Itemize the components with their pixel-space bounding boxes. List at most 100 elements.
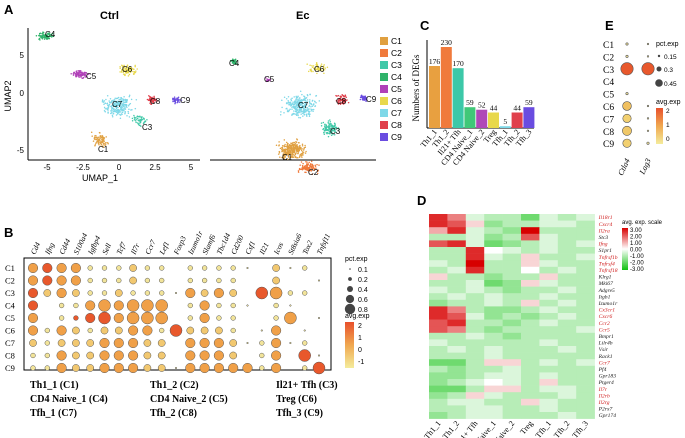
heatmap-cell: [465, 253, 485, 261]
umap-cell-point: [297, 114, 299, 116]
umap-cell-point: [340, 96, 343, 98]
dotplot-b-dot: [30, 365, 36, 371]
dotplot-b-dot: [143, 339, 152, 347]
heatmap-cell: [557, 227, 577, 235]
heatmap-cell: [447, 227, 467, 235]
heatmap-cell: [557, 405, 577, 413]
umap-cell-point: [266, 80, 269, 82]
heatmap-cell: [465, 339, 485, 347]
umap-cell-point: [283, 145, 286, 148]
dotplot-b-dot: [44, 352, 50, 359]
umap-cell-point: [301, 105, 303, 107]
umap-cell-point: [292, 101, 294, 103]
heatmap-cell: [465, 319, 485, 327]
umap-cell-point: [300, 101, 303, 103]
heatmap-cell: [465, 273, 485, 281]
umap-cell-point: [310, 110, 313, 112]
dotplot-b-dot: [259, 340, 265, 346]
heatmap-cell: [521, 332, 540, 340]
umap-cell-point: [287, 101, 290, 104]
umap-cell-point: [97, 139, 100, 142]
dotplot-b-dot: [213, 287, 224, 299]
caption: Th1_2 (C2): [150, 380, 199, 391]
umap-cell-point: [287, 99, 289, 102]
umap-cell-point: [318, 100, 321, 102]
dotplot-b-dot: [216, 277, 222, 284]
umap-cell-point: [136, 122, 139, 124]
umap-cell-point: [315, 167, 317, 169]
heatmap-gene-label: Il2rb: [598, 393, 610, 399]
umap-cell-point: [115, 107, 118, 110]
heatmap-cell: [484, 379, 503, 386]
umap-cell-point: [125, 101, 128, 104]
umap-cell-point: [110, 112, 112, 115]
umap-cell-point: [307, 110, 310, 113]
dotplot-b-cluster-label: C9: [5, 363, 15, 373]
dotplot-e-color-tick: 2: [666, 108, 670, 115]
umap-cell-point: [291, 97, 293, 100]
umap-cell-point: [72, 74, 75, 76]
umap-cell-point: [152, 101, 155, 104]
umap-cell-point: [111, 107, 114, 110]
heatmap-cell: [484, 372, 503, 380]
umap-cell-point: [102, 140, 105, 142]
umap-legend: C1 C2 C3 C4 C5 C6 C7 C8 C9: [380, 36, 402, 142]
dotplot-e-cluster-label: C1: [603, 41, 614, 51]
umap-cell-point: [90, 131, 93, 133]
dotplot-b-dot: [199, 337, 210, 349]
heatmap-cell: [484, 266, 503, 274]
umap-cell-point: [297, 99, 300, 101]
umap-cell-point: [95, 135, 97, 137]
umap-cell-point: [332, 133, 334, 136]
umap-cell-point: [39, 36, 42, 38]
heatmap-cell: [502, 260, 522, 268]
dotplot-b-dot: [317, 354, 321, 357]
umap-cell-point: [311, 66, 314, 69]
umap-cell-point: [296, 105, 298, 107]
umap-cell-point: [296, 145, 299, 148]
heatmap-cell: [465, 227, 485, 235]
umap-cell-point: [302, 149, 305, 151]
heatmap-cell: [557, 233, 577, 241]
umap-cell-point: [124, 110, 127, 113]
umap-legend-swatch: [380, 97, 388, 105]
umap-cell-point: [123, 69, 125, 72]
heatmap-cell: [447, 306, 467, 314]
heatmap-gene-label: Il7r: [598, 387, 608, 393]
dotplot-b-dot: [159, 290, 165, 296]
umap-cell-point: [94, 138, 96, 141]
heatmap-cell: [502, 385, 522, 393]
umap-cell-point: [281, 150, 283, 153]
umap-cell-point: [281, 156, 283, 159]
umap-cell-point: [123, 108, 125, 111]
umap-cell-point: [265, 77, 267, 79]
umap-cell-point: [143, 121, 145, 124]
heatmap-cell: [429, 266, 448, 274]
umap-cell-point: [230, 60, 233, 62]
umap-cell-point: [131, 119, 134, 122]
heatmap-cell: [539, 306, 559, 314]
heatmap-cell: [502, 253, 522, 261]
umap-cell-point: [75, 71, 78, 74]
umap-cell-point: [283, 149, 285, 152]
heatmap-cell: [447, 247, 467, 254]
dotplot-b-dot: [289, 266, 292, 270]
heatmap-cell: [429, 326, 448, 334]
umap-cell-point: [117, 111, 119, 114]
dotplot-b-dot: [272, 264, 280, 272]
umap-cell-point: [337, 99, 340, 102]
umap-cell-point: [327, 127, 330, 129]
heatmap-cell: [502, 247, 522, 254]
heatmap-cell: [429, 227, 448, 235]
umap-cell-point: [291, 152, 294, 154]
heatmap-gene-label: S1pr1: [599, 248, 613, 254]
umap-cell-point: [101, 99, 104, 101]
umap-cell-point: [308, 101, 311, 104]
umap-cell-point: [106, 103, 108, 105]
umap-cell-point: [70, 72, 72, 75]
dotplot-b-dot: [199, 300, 210, 311]
heatmap-cell: [521, 385, 540, 393]
dotplot-e-cluster-label: C8: [603, 128, 614, 138]
umap-cell-point: [281, 106, 283, 109]
dotplot-b-gene-label: Il7r: [128, 242, 141, 257]
